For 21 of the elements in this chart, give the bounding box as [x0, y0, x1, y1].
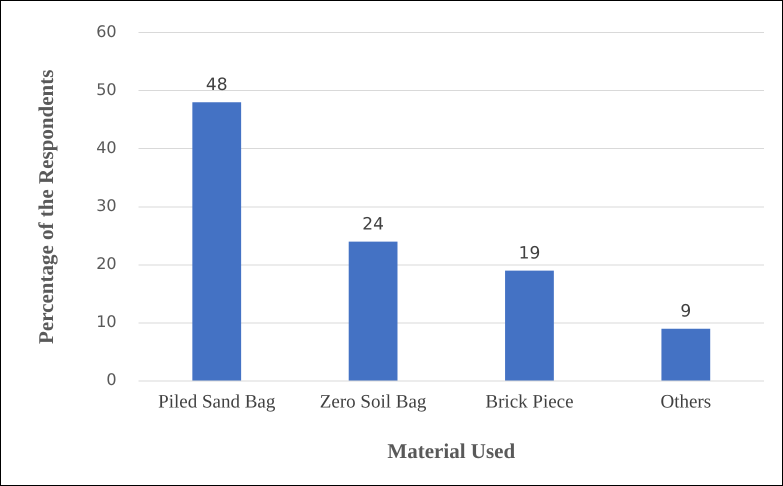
x-tick-label: Piled Sand Bag [158, 391, 276, 412]
y-tick-label: 30 [96, 196, 117, 215]
x-tick-label: Others [660, 391, 712, 412]
x-axis-title: Material Used [387, 438, 516, 463]
bar [348, 242, 398, 380]
y-axis-title: Percentage of the Respondents [34, 70, 58, 344]
y-tick-label: 0 [106, 370, 117, 390]
y-tick-label: 20 [96, 254, 117, 274]
data-label: 9 [680, 302, 692, 322]
bar [192, 102, 242, 380]
bar [661, 328, 710, 380]
x-tick-label: Brick Piece [485, 391, 574, 412]
y-tick-label: 40 [96, 138, 117, 157]
data-label: 48 [206, 75, 228, 96]
y-tick-label: 60 [96, 22, 117, 41]
bar [505, 270, 554, 380]
data-label: 24 [362, 214, 384, 235]
y-tick-label: 50 [96, 80, 117, 99]
y-tick-label: 10 [96, 312, 117, 332]
data-label: 19 [518, 244, 540, 264]
x-tick-label: Zero Soil Bag [320, 391, 427, 412]
